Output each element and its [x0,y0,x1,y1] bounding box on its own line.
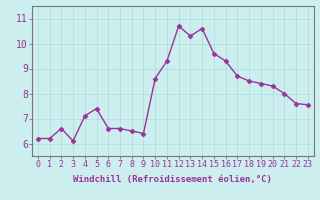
X-axis label: Windchill (Refroidissement éolien,°C): Windchill (Refroidissement éolien,°C) [73,175,272,184]
